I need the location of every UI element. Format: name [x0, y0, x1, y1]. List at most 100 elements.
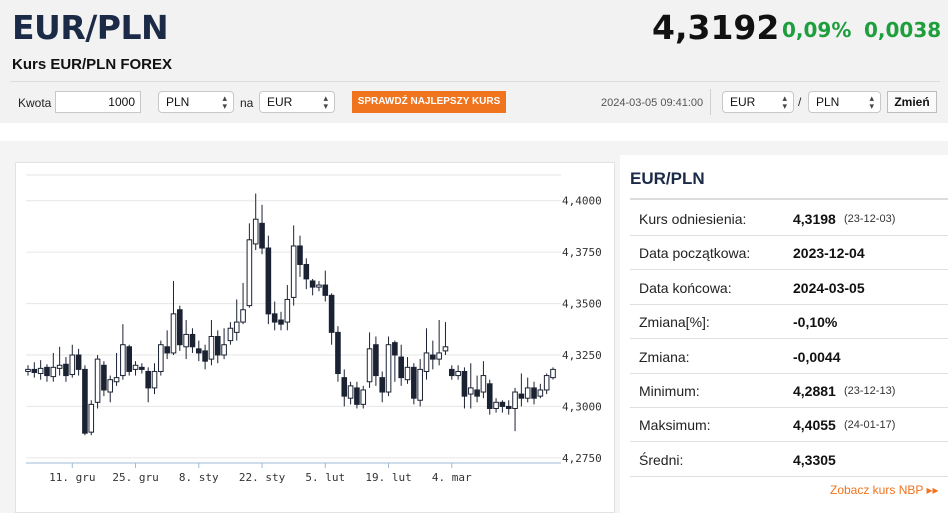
candle-body: [404, 366, 411, 381]
candle-body: [252, 218, 259, 245]
candle-body: [189, 333, 196, 348]
candle: [303, 258, 310, 290]
candle-body: [25, 368, 31, 372]
candle: [120, 324, 126, 380]
candle: [113, 352, 120, 386]
candle-body: [126, 346, 133, 372]
candle: [278, 311, 284, 331]
candle-body: [467, 387, 474, 395]
stats-label: Średni:: [639, 451, 684, 468]
candle: [271, 301, 278, 331]
stats-label: Zmiana:: [639, 348, 690, 365]
candle-body: [271, 313, 278, 323]
candle-body: [120, 344, 126, 377]
stats-row: Średni: 4,3305: [630, 443, 948, 477]
candle: [512, 387, 518, 432]
candle-body: [63, 363, 69, 377]
x-tick-label: 11. gru: [49, 471, 95, 484]
candle: [164, 330, 170, 360]
to-currency-value: EUR: [267, 95, 293, 109]
candle-body: [448, 368, 455, 377]
candle: [442, 322, 449, 355]
candle-body: [430, 354, 436, 360]
stats-label: Maksimum:: [639, 417, 711, 434]
candle-body: [75, 354, 82, 370]
candle-body: [335, 331, 341, 375]
candle-body: [202, 350, 208, 362]
candle-body: [265, 247, 272, 315]
candle-body: [278, 319, 284, 325]
candle: [189, 328, 196, 353]
candle-body: [44, 366, 50, 377]
candle-body: [455, 370, 461, 377]
candle: [44, 364, 50, 382]
candle-body: [392, 342, 398, 356]
select-arrows-icon: ▴ ▾: [222, 93, 227, 111]
base-currency-select[interactable]: EUR ▴ ▾: [722, 91, 794, 113]
x-tick-label: 5. lut: [305, 471, 345, 484]
nbp-rate-link[interactable]: Zobacz kurs NBP ▸▸: [830, 483, 939, 497]
candle-body: [537, 389, 544, 397]
stats-date: (23-12-13): [844, 385, 896, 397]
candle-body: [82, 368, 88, 434]
x-tick-label: 4. mar: [432, 471, 472, 484]
candle: [448, 365, 455, 380]
candle-body: [113, 377, 120, 383]
candle-body: [50, 366, 57, 378]
stats-row: Zmiana: -0,0044: [630, 340, 948, 374]
candle-body: [531, 387, 537, 399]
candlestick-chart: 4,2750 4,3000 4,3250 4,3500 4,3750 4,4000 11. …: [25, 174, 602, 484]
candle: [240, 283, 246, 325]
candle-body: [499, 401, 506, 407]
stats-value: -0,10%: [793, 314, 838, 331]
candle: [63, 357, 69, 382]
candle: [284, 285, 291, 331]
candle: [461, 367, 468, 409]
candle: [233, 299, 240, 341]
best-rate-button[interactable]: SPRAWDŹ NAJLEPSZY KURS: [352, 91, 506, 113]
candle: [259, 204, 265, 255]
candle: [227, 322, 234, 345]
candle-body: [461, 370, 468, 397]
candle: [499, 400, 506, 413]
quote-timestamp: 2024-03-05 09:41:00: [601, 97, 704, 109]
to-currency-select[interactable]: EUR ▴ ▾: [259, 91, 335, 113]
candle: [341, 369, 348, 407]
candle-body: [366, 348, 373, 383]
candle-body: [177, 309, 183, 346]
candle: [202, 344, 208, 370]
candle-body: [379, 377, 386, 393]
candle: [107, 375, 114, 403]
candle-body: [512, 391, 518, 409]
pair-slash: /: [798, 95, 802, 109]
candle-body: [303, 263, 310, 280]
y-tick-label: 4,2750: [562, 452, 602, 465]
quote-currency-select[interactable]: PLN ▴ ▾: [808, 91, 881, 113]
current-price: 4,3192: [652, 8, 780, 47]
from-currency-select[interactable]: PLN ▴ ▾: [158, 91, 234, 113]
candle: [411, 363, 417, 405]
candle: [474, 375, 480, 403]
candle: [354, 381, 360, 409]
candle: [290, 225, 297, 306]
y-tick-label: 4,3000: [562, 400, 602, 413]
candle-body: [195, 348, 202, 354]
base-currency-value: EUR: [730, 95, 756, 109]
candle-body: [151, 370, 158, 389]
candle-body: [328, 294, 335, 333]
candle-body: [221, 344, 227, 356]
y-tick-label: 4,3750: [562, 246, 602, 259]
stats-row: Minimum: 4,2881 (23-12-13): [630, 374, 948, 408]
amount-input[interactable]: 1000: [55, 91, 141, 113]
candle-body: [139, 366, 145, 370]
change-pair-button[interactable]: Zmień: [887, 91, 937, 113]
candle: [101, 361, 107, 397]
candle: [208, 320, 215, 366]
candle: [543, 373, 550, 395]
quote-subtitle: Kurs EUR/PLN FOREX: [12, 56, 173, 73]
candle: [486, 379, 493, 415]
candle: [94, 355, 101, 409]
candle-body: [543, 375, 550, 391]
candle-body: [486, 383, 493, 409]
stats-row: Data końcowa: 2024-03-05: [630, 271, 948, 305]
